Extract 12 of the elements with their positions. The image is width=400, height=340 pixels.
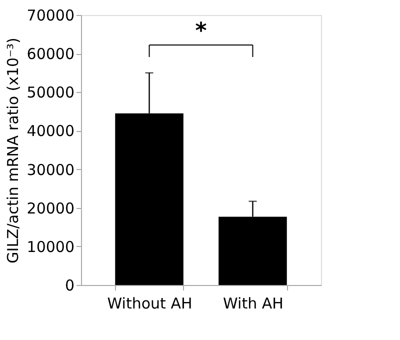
y-tick-label: 50000 — [26, 84, 74, 102]
y-tick-label: 0 — [64, 276, 74, 294]
y-axis-title: GILZ/actin mRNA ratio (x10⁻³) — [4, 38, 22, 264]
y-tick-label: 60000 — [26, 45, 74, 64]
y-tick-label: 10000 — [26, 238, 74, 256]
x-tick-label: With AH — [223, 294, 284, 312]
y-tick-label: 20000 — [26, 199, 74, 218]
annotation: * — [195, 19, 208, 44]
y-tick-label: 70000 — [26, 6, 74, 24]
x-tick-label: Without AH — [107, 294, 192, 312]
y-tick-label: 30000 — [26, 160, 74, 179]
y-tick-label: 40000 — [26, 122, 74, 140]
